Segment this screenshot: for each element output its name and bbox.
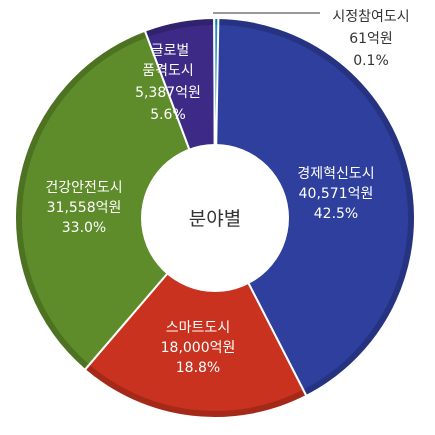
slice-label-value-0: 40,571억원 [299, 186, 374, 202]
slice-label-name-1: 스마트도시 [166, 320, 230, 336]
pie-slice-2 [14, 29, 217, 372]
slice-label-percent-0: 42.5% [314, 206, 358, 222]
slice-label-value-4: 61억원 [349, 31, 393, 47]
slice-label-name-0: 경제혁신도시 [297, 166, 374, 182]
slice-label-name-2: 건강안전도시 [45, 180, 122, 196]
pie-slice-rim-3 [146, 19, 213, 37]
pie-slice-rim-1 [86, 365, 305, 417]
pie-slice-rim-2 [16, 32, 147, 369]
center-label: 분야별 [189, 208, 241, 230]
slice-label-name-3b: 품격도시 [142, 63, 194, 79]
pie-slice-rim-0 [216, 19, 414, 395]
slice-label-name-3a: 글로벌 [151, 43, 190, 59]
slice-label-value-3: 5,387억원 [135, 85, 201, 101]
slice-label-name-4: 시정참여도시 [332, 9, 409, 25]
slice-label-percent-3: 5.6% [150, 107, 186, 123]
center-hole [141, 144, 289, 292]
pie-slice-1 [83, 216, 308, 419]
slice-label-percent-1: 18.8% [176, 360, 220, 376]
slice-label-percent-2: 33.0% [62, 220, 106, 236]
pie-slice-0 [214, 16, 416, 398]
slice-label-value-2: 31,558억원 [47, 200, 122, 216]
slice-label-percent-4: 0.1% [353, 53, 389, 69]
slice-label-value-1: 18,000억원 [161, 340, 236, 356]
